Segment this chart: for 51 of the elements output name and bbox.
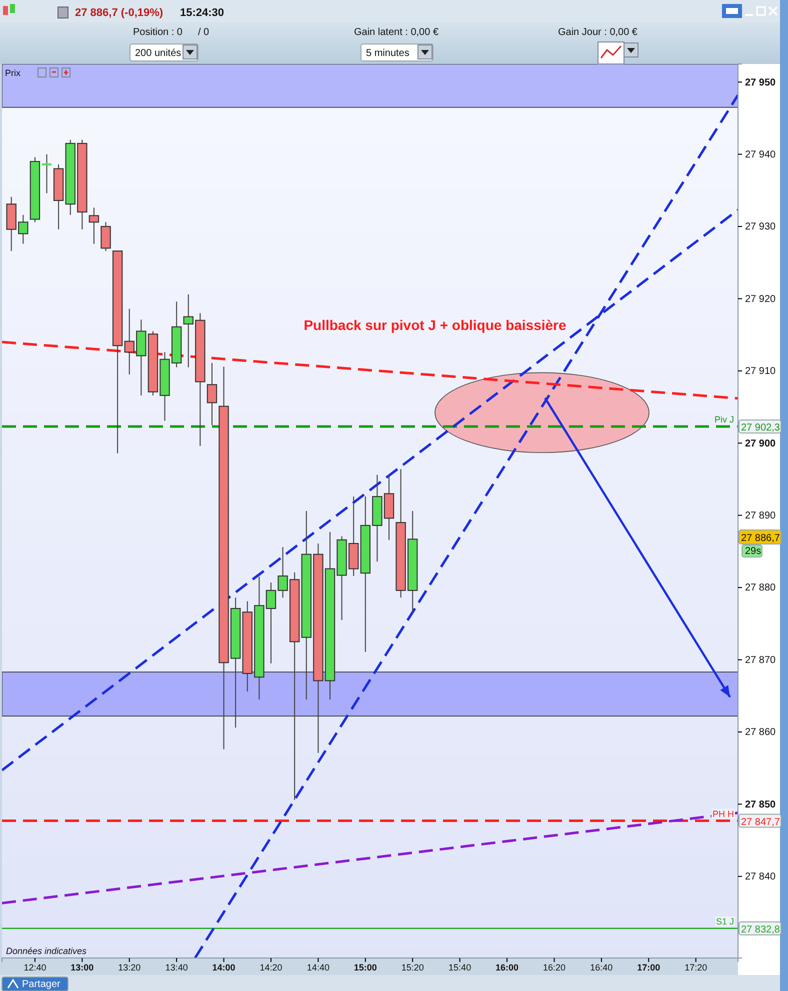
text: 27 886,7 [741,533,780,544]
y-tick-label: 27 850 [745,799,776,810]
annotation: Pullback sur pivot J + oblique baissière [304,317,567,333]
y-tick-label: 27 890 [745,510,776,522]
text: 29s [745,546,762,557]
x-tick-label: 13:00 [70,962,94,972]
x-tick-label: 16:40 [590,962,613,972]
candlestick [100,222,111,252]
y-tick-label: 27 950 [745,77,776,88]
candlestick [206,362,218,426]
text: Gain Jour : 0,00 € [558,27,638,38]
text: 200 unités [135,48,182,59]
ref-line-label: Piv J [714,414,734,425]
candlestick [42,154,52,194]
text: 27 886,7 (-0,19%) [75,7,164,19]
x-tick-label: 16:00 [496,962,519,972]
candlestick [88,207,100,244]
y-tick-label: 27 940 [745,149,776,160]
text: 27 832,8 [741,924,780,936]
y-tick-label: 27 880 [745,582,776,594]
y-tick-label: 27 900 [745,438,776,450]
y-tick-label: 27 840 [745,872,776,883]
x-tick-label: 14:40 [306,962,330,972]
x-tick-label: 13:20 [118,962,141,972]
y-tick-label: 27 930 [745,222,776,233]
x-tick-label: 15:20 [401,962,424,972]
x-tick-label: 15:00 [354,962,377,972]
y-tick-label: 27 870 [745,654,776,666]
x-tick-label: 12:40 [24,962,46,972]
ref-line-label: PH H [712,808,734,819]
text: 27 902,3 [741,422,780,434]
annotation: Données indicatives [6,946,88,956]
text: 5 minutes [366,48,410,59]
annotation: Prix [5,68,21,78]
x-tick-label: 14:20 [260,962,282,972]
x-tick-label: 17:20 [684,962,708,972]
text: 15:24:30 [180,7,224,19]
y-tick-label: 27 860 [745,727,776,738]
y-tick-label: 27 910 [745,366,776,378]
text: Position : 0 [133,27,183,38]
y-tick-label: 27 920 [745,294,776,305]
text: / 0 [198,27,210,38]
x-tick-label: 16:20 [542,962,566,972]
ref-line-label: S1 J [716,916,734,926]
text: Partager [22,979,62,990]
text: Gain latent : 0,00 € [354,27,439,38]
x-tick-label: 13:40 [165,962,188,972]
x-tick-label: 14:00 [212,962,236,972]
x-tick-label: 15:40 [448,962,472,972]
text: 27 847,7 [741,816,780,828]
x-tick-label: 17:00 [637,962,660,972]
